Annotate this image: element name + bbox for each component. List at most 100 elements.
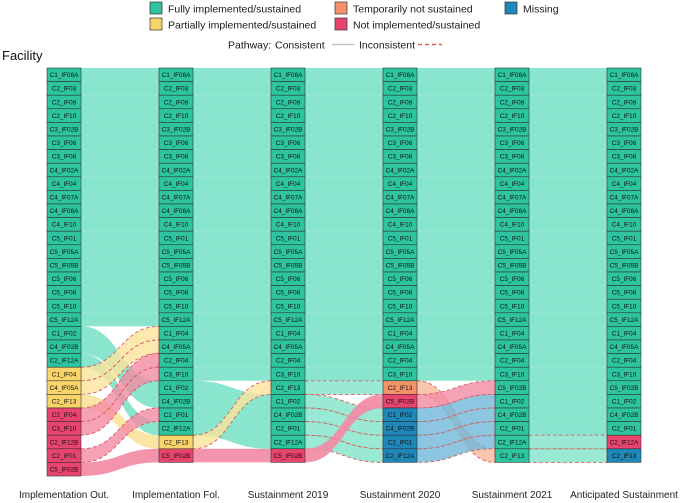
- node-label: C5_IF06: [612, 276, 637, 283]
- node-label: C2_IF01: [612, 426, 637, 433]
- node-label: C4_IF04: [388, 181, 413, 188]
- node-label: C4_IF02B: [610, 412, 639, 419]
- legend-label-not: Not implemented/sustained: [353, 20, 480, 32]
- flow-C5_IF06-2: [305, 272, 383, 286]
- flow-C4_IF02A-1: [193, 163, 271, 177]
- node-label: C4_IF04: [164, 181, 189, 188]
- pathway-inconsistent-label: Inconsistent: [359, 40, 415, 52]
- node-label: C5_IF02B: [274, 453, 303, 460]
- flow-C4_IF07A-4: [529, 190, 607, 204]
- node-label: C2_IF04: [276, 358, 301, 365]
- flow-C5_IF05B-2: [305, 258, 383, 272]
- node-label: C3_IF02B: [274, 127, 303, 134]
- flow-C4_IF05A-4: [529, 340, 607, 354]
- node-label: C2_IF01: [164, 412, 189, 419]
- flow-C2_IF10-0: [81, 108, 159, 123]
- axis-column-0: C1_IF08A C2_IF03 C2_IF09 C2_IF10 C3_IF02B C3_…: [46, 67, 82, 477]
- flow-C2_IF09-1: [193, 95, 271, 109]
- node-label: C4_IF07A: [386, 195, 416, 202]
- node-label: C2_IF04: [388, 358, 413, 365]
- node-label: C4_IF02A: [162, 167, 192, 174]
- flow-C3_IF02B-1: [193, 122, 271, 136]
- node-C5_IF02B-1: [158, 448, 194, 463]
- flow-C5_IF05A-0: [81, 244, 159, 259]
- flow-C1_IF08A-1: [193, 68, 271, 82]
- node-label: C5_IF08: [276, 290, 301, 297]
- node-label: C3_IF06: [52, 140, 77, 147]
- node-label: C3_IF06: [276, 140, 301, 147]
- flow-C3_IF02B-3: [417, 122, 495, 136]
- flow-C1_IF04-3: [417, 326, 495, 340]
- node-label: C1_IF08A: [610, 72, 640, 79]
- flow-C5_IF10-4: [529, 299, 607, 313]
- flow-C5_IF01-3: [417, 231, 495, 245]
- node-label: C3_IF02B: [50, 127, 79, 134]
- node-label: C4_IF05A: [162, 344, 192, 351]
- flow-C4_IF07A-3: [417, 190, 495, 204]
- node-label: C5_IF05B: [274, 263, 303, 270]
- node-label: C2_IF12A: [610, 439, 640, 446]
- flow-C2_IF04-3: [417, 353, 495, 368]
- node-label: C5_IF06: [388, 276, 413, 283]
- node-label: C2_IF01: [500, 426, 525, 433]
- node-label: C4_IF02A: [498, 167, 528, 174]
- flow-C4_IF10-1: [193, 217, 271, 232]
- node-label: C5_IF12A: [610, 317, 640, 324]
- legend-item-temporary: Temporarily not sustained: [334, 1, 473, 16]
- node-label: C5_IF06: [276, 276, 301, 283]
- node-label: C5_IF02B: [50, 467, 79, 474]
- flow-C2_IF13-1: [192, 380, 272, 450]
- node-label: C2_IF10: [500, 113, 525, 120]
- node-label: C1_IF02: [52, 331, 77, 338]
- node-label: C2_IF04: [612, 358, 637, 365]
- node-label: C1_IF08A: [50, 72, 80, 79]
- x-tick-label-4: Sustainment 2021: [472, 490, 553, 501]
- flow-C5_IF06-1: [193, 272, 271, 286]
- node-label: C5_IF08: [164, 290, 189, 297]
- flow-C4_IF02A-2: [305, 163, 383, 177]
- node-label: C2_IF01: [52, 453, 77, 460]
- node-label: C5_IF08: [52, 290, 77, 297]
- flow-C4_IF02A-3: [417, 163, 495, 177]
- node-label: C2_IF13: [52, 399, 77, 406]
- flow-C5_IF01-1: [193, 231, 271, 245]
- flow-C2_IF01-4: [529, 421, 607, 436]
- node-label: C2_IF09: [52, 99, 77, 106]
- node-label: C3_IF06: [164, 140, 189, 147]
- flow-C5_IF05B-0: [81, 258, 159, 272]
- node-label: C5_IF05B: [498, 263, 527, 270]
- node-label: C2_IF09: [276, 99, 301, 106]
- flow-C2_IF09-0: [81, 95, 159, 109]
- flow-C5_IF08-2: [305, 285, 383, 300]
- node-label: C2_IF03: [276, 86, 301, 93]
- flow-C5_IF06-4: [529, 272, 607, 286]
- flow-C5_IF10-2: [305, 299, 383, 313]
- node-label: C4_IF07A: [498, 195, 528, 202]
- node-label: C4_IF07A: [274, 195, 304, 202]
- flow-C5_IF05B-4: [529, 258, 607, 272]
- node-label: C5_IF01: [164, 235, 189, 242]
- node-label: C4_IF04: [500, 181, 525, 188]
- axis-column-4: C1_IF08A C2_IF03 C2_IF09 C2_IF10 C3_IF02B C3_…: [494, 67, 530, 463]
- node-label: C4_IF04: [612, 181, 637, 188]
- flow-C4_IF02A-0: [81, 163, 159, 177]
- node-label: C4_IF08A: [610, 208, 640, 215]
- node-label: C4_IF10: [276, 222, 301, 229]
- flow-C2_IF03-2: [305, 81, 383, 96]
- node-label: C5_IF12A: [274, 317, 304, 324]
- node-label: C4_IF04: [276, 181, 301, 188]
- x-tick-label-5: Anticipated Sustainment: [570, 490, 678, 501]
- node-label: C5_IF05A: [274, 249, 304, 256]
- flow-C2_IF09-2: [305, 95, 383, 109]
- flow-C3_IF02B-4: [529, 122, 607, 136]
- node-label: C4_IF07A: [50, 195, 80, 202]
- node-label: C4_IF02B: [162, 399, 191, 406]
- node-label: C1_IF08A: [498, 72, 528, 79]
- flow-C5_IF02B-0: [81, 448, 159, 476]
- node-label: C4_IF10: [164, 222, 189, 229]
- node-label: C4_IF08A: [162, 208, 192, 215]
- x-tick-label-1: Implementation Fol.: [132, 490, 220, 501]
- flow-C4_IF04-4: [529, 176, 607, 191]
- flow-C4_IF10-3: [417, 217, 495, 232]
